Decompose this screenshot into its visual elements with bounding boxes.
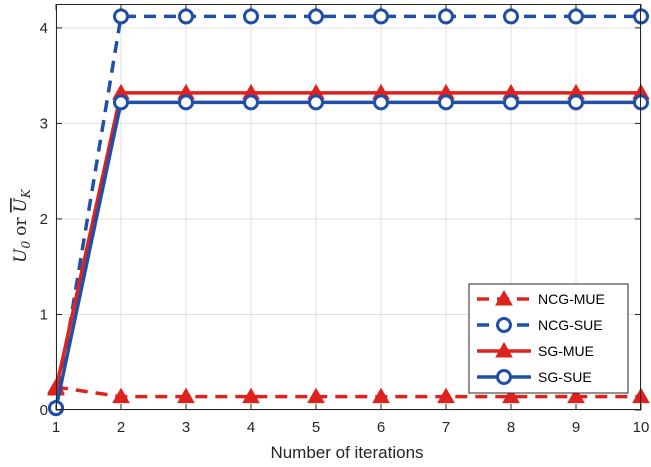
data-point [308, 94, 324, 111]
y-tick-label: 1 [40, 306, 48, 323]
data-point [372, 387, 390, 404]
ylabel-u0-subscript: 0 [19, 240, 33, 248]
data-point [243, 94, 259, 111]
ylabel-or: or [11, 217, 31, 236]
data-point [438, 94, 454, 111]
svg-text:U0orUK: U0orUK [11, 188, 33, 263]
series-sg-sue [48, 94, 649, 417]
legend-marker [496, 369, 512, 385]
series-line [54, 100, 641, 409]
series-line [54, 14, 641, 409]
x-tick-label: 5 [312, 419, 320, 436]
legend-marker [496, 317, 512, 333]
legend-item-sg-sue: SG-SUE [477, 369, 592, 385]
data-point [178, 8, 194, 25]
data-point [243, 8, 259, 25]
legend-label: NCG-MUE [538, 291, 605, 307]
data-point [242, 387, 260, 404]
legend-label: SG-SUE [538, 369, 592, 385]
data-point [438, 8, 454, 25]
y-tick-label: 4 [40, 20, 48, 37]
x-tick-label: 10 [633, 419, 650, 436]
x-tick-label: 2 [117, 419, 125, 436]
data-point [112, 387, 130, 404]
legend-item-sg-mue: SG-MUE [477, 341, 594, 359]
x-tick-labels: 1 2 3 4 5 6 7 8 9 10 [52, 419, 650, 436]
data-point [113, 94, 129, 111]
data-point [113, 8, 129, 25]
x-tick-label: 3 [182, 419, 190, 436]
data-point [502, 387, 520, 404]
data-point [178, 94, 194, 111]
data-point [177, 387, 195, 404]
ylabel-uk-symbol: U [11, 197, 31, 212]
data-point [568, 94, 584, 111]
x-tick-label: 4 [247, 419, 255, 436]
legend-marker [495, 289, 513, 306]
data-point [568, 8, 584, 25]
x-tick-label: 6 [377, 419, 385, 436]
y-tick-label: 0 [40, 402, 48, 419]
legend-item-ncg-sue: NCG-SUE [477, 317, 603, 333]
data-point [308, 8, 324, 25]
y-tick-label: 3 [40, 115, 48, 132]
x-axis-label: Number of iterations [270, 443, 423, 462]
legend-label: SG-MUE [538, 343, 594, 359]
data-point [567, 387, 585, 404]
legend-label: NCG-SUE [538, 317, 603, 333]
x-tick-label: 9 [572, 419, 580, 436]
ylabel-uk-subscript: K [19, 188, 33, 199]
plot-frame [56, 4, 641, 410]
data-point [307, 387, 325, 404]
data-point [373, 8, 389, 25]
legend-box [468, 283, 629, 394]
legend: NCG-MUE NCG-SUE SG-MUE SG-SUE [468, 283, 629, 394]
series-line [55, 385, 641, 399]
x-tick-label: 8 [507, 419, 515, 436]
legend-item-ncg-mue: NCG-MUE [477, 289, 605, 307]
x-tick-label: 1 [52, 419, 60, 436]
legend-marker [495, 341, 513, 358]
data-point [503, 94, 519, 111]
ylabel-u0-symbol: U [11, 248, 31, 263]
series-layer [47, 8, 650, 417]
y-tick-label: 2 [40, 211, 48, 228]
data-point [373, 94, 389, 111]
y-axis-label: U0orUK [11, 188, 33, 263]
data-point [437, 387, 455, 404]
y-tick-labels: 0 1 2 3 4 [40, 20, 48, 419]
series-line [54, 91, 641, 390]
ticks [55, 4, 642, 411]
x-tick-label: 7 [442, 419, 450, 436]
data-point [503, 8, 519, 25]
